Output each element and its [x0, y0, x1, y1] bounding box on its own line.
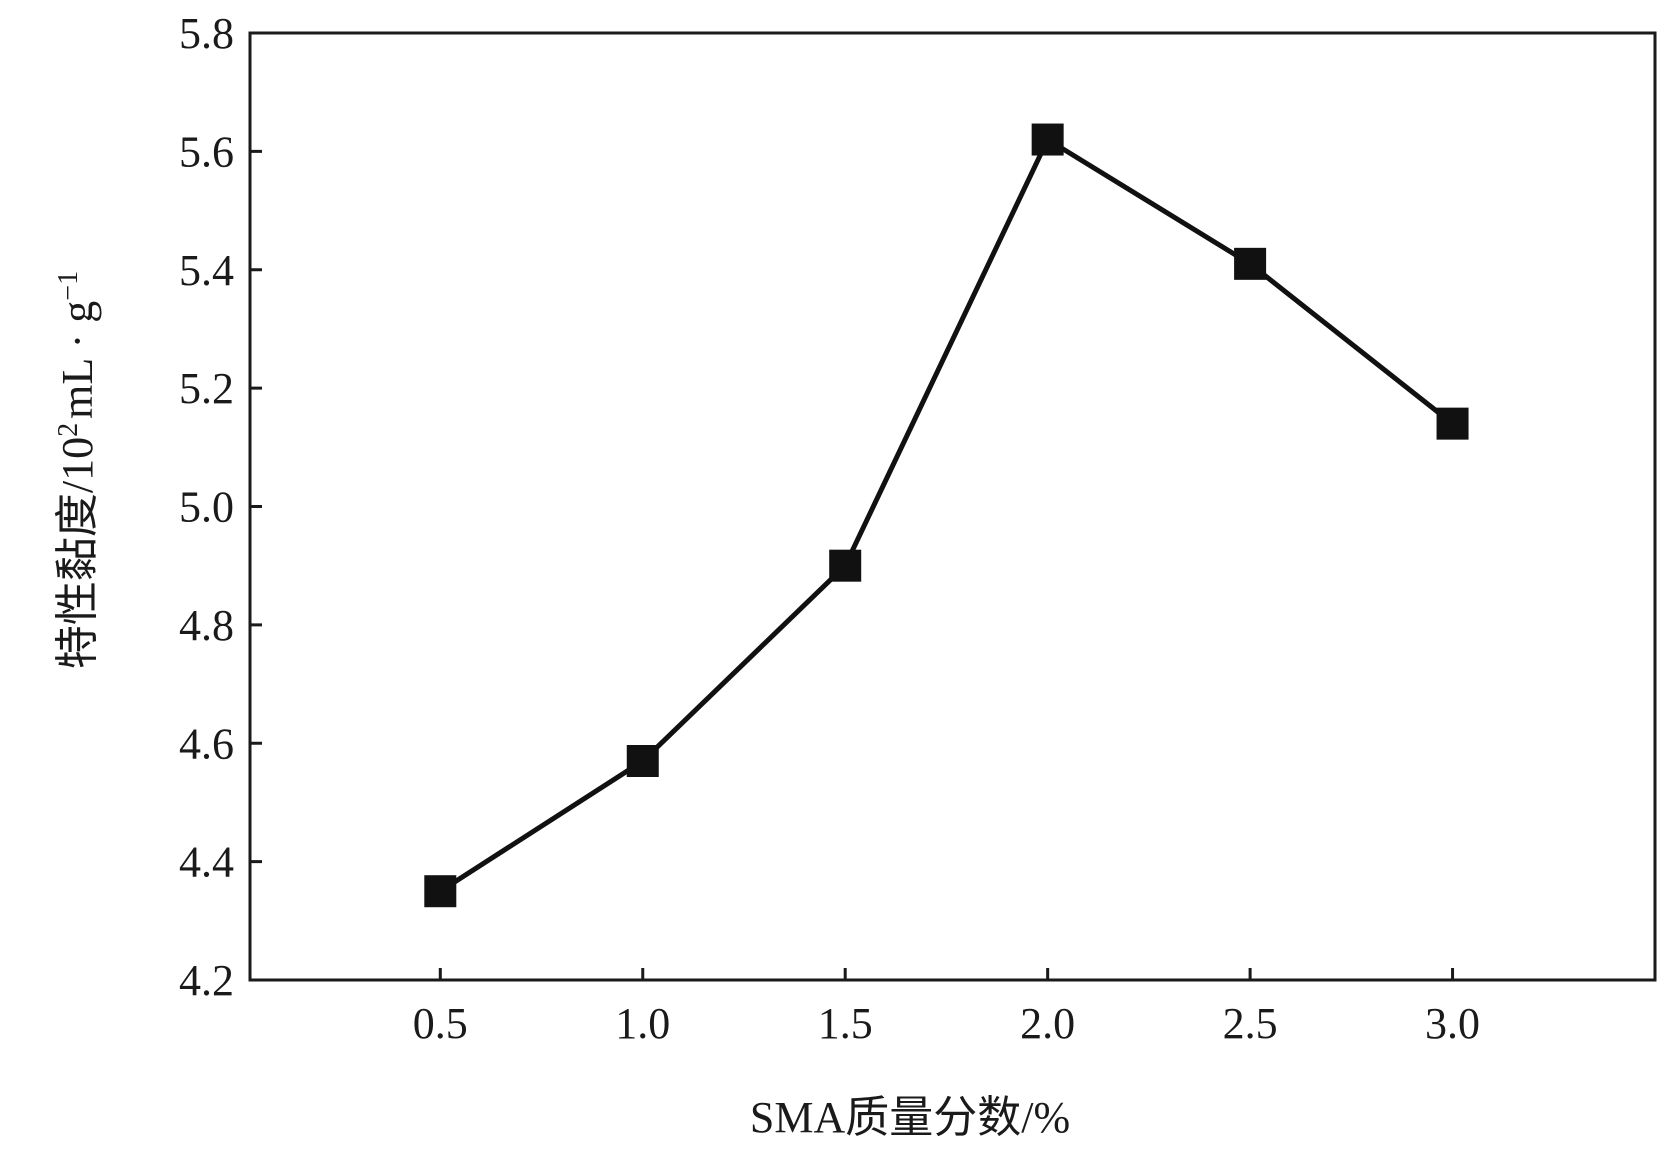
y-tick-label: 4.4 [179, 838, 234, 887]
y-axis-title: 特性黏度/102 mL · g−1 [53, 271, 103, 669]
x-tick-label: 1.0 [615, 999, 670, 1048]
data-point-marker [424, 875, 457, 908]
data-point-marker [1234, 247, 1267, 280]
x-tick-label: 1.5 [818, 999, 873, 1048]
plot-frame [248, 31, 1657, 982]
x-axis-ticks: 0.5 1.0 1.5 2.0 2.5 3.0 [413, 968, 1480, 1048]
y-axis-title-sup1: 2 [53, 423, 84, 437]
y-axis-ticks: 4.2 4.4 4.6 4.8 5.0 5.2 5.4 5.6 5.8 [179, 9, 262, 1005]
x-tick-label: 2.0 [1020, 999, 1075, 1048]
y-tick-label: 4.8 [179, 601, 234, 650]
y-tick-label: 5.4 [179, 246, 234, 295]
y-tick-label: 5.0 [179, 483, 234, 532]
y-tick-label: 5.2 [179, 364, 234, 413]
data-point-marker [1436, 407, 1469, 440]
y-axis-title-prefix: 特性黏度/10 [53, 437, 102, 669]
series-group [424, 123, 1469, 908]
x-tick-label: 0.5 [413, 999, 468, 1048]
data-point-marker [626, 745, 659, 778]
y-tick-label: 4.2 [179, 956, 234, 1005]
y-axis-title-sup2: −1 [53, 271, 84, 301]
y-tick-label: 5.6 [179, 127, 234, 176]
series-line [438, 135, 1455, 894]
x-axis-title: SMA质量分数/% [750, 1093, 1070, 1142]
x-tick-label: 2.5 [1223, 999, 1278, 1048]
data-point-marker [829, 549, 862, 582]
y-tick-label: 5.8 [179, 9, 234, 58]
y-tick-label: 4.6 [179, 719, 234, 768]
data-point-marker [1031, 123, 1064, 156]
y-axis-title-mid: mL · g [53, 301, 102, 419]
x-tick-label: 3.0 [1425, 999, 1480, 1048]
